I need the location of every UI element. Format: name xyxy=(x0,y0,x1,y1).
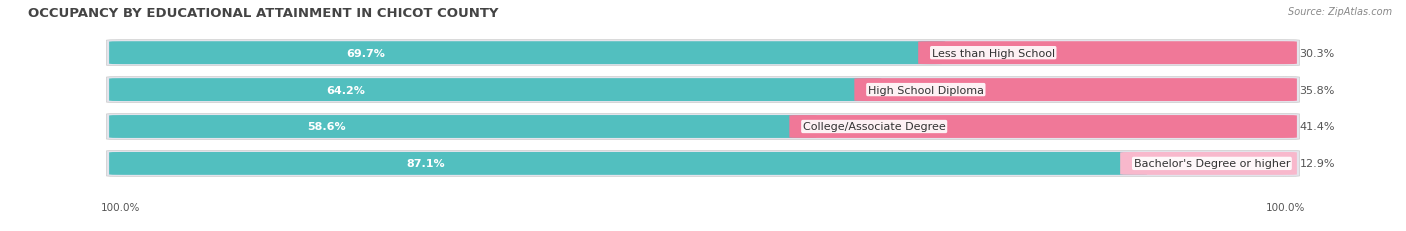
FancyBboxPatch shape xyxy=(110,152,1147,175)
FancyBboxPatch shape xyxy=(1121,152,1296,175)
Text: Source: ZipAtlas.com: Source: ZipAtlas.com xyxy=(1288,7,1392,17)
Text: College/Associate Degree: College/Associate Degree xyxy=(803,122,946,132)
Text: 58.6%: 58.6% xyxy=(308,122,346,132)
FancyBboxPatch shape xyxy=(110,79,882,102)
Text: 87.1%: 87.1% xyxy=(406,159,446,169)
Text: 100.0%: 100.0% xyxy=(101,203,141,213)
FancyBboxPatch shape xyxy=(110,116,817,138)
Text: 64.2%: 64.2% xyxy=(326,85,366,95)
FancyBboxPatch shape xyxy=(107,151,1299,177)
Text: High School Diploma: High School Diploma xyxy=(868,85,984,95)
Text: OCCUPANCY BY EDUCATIONAL ATTAINMENT IN CHICOT COUNTY: OCCUPANCY BY EDUCATIONAL ATTAINMENT IN C… xyxy=(28,7,499,20)
FancyBboxPatch shape xyxy=(107,40,1299,66)
Text: 69.7%: 69.7% xyxy=(346,49,385,58)
Text: 12.9%: 12.9% xyxy=(1299,159,1336,169)
FancyBboxPatch shape xyxy=(107,114,1299,140)
FancyBboxPatch shape xyxy=(107,77,1299,103)
FancyBboxPatch shape xyxy=(918,42,1296,65)
Text: 35.8%: 35.8% xyxy=(1299,85,1334,95)
Text: Less than High School: Less than High School xyxy=(932,49,1054,58)
Text: Bachelor's Degree or higher: Bachelor's Degree or higher xyxy=(1133,159,1291,169)
FancyBboxPatch shape xyxy=(110,42,945,65)
FancyBboxPatch shape xyxy=(855,79,1296,102)
Text: 41.4%: 41.4% xyxy=(1299,122,1336,132)
Text: 30.3%: 30.3% xyxy=(1299,49,1334,58)
Text: 100.0%: 100.0% xyxy=(1265,203,1305,213)
FancyBboxPatch shape xyxy=(789,116,1296,138)
